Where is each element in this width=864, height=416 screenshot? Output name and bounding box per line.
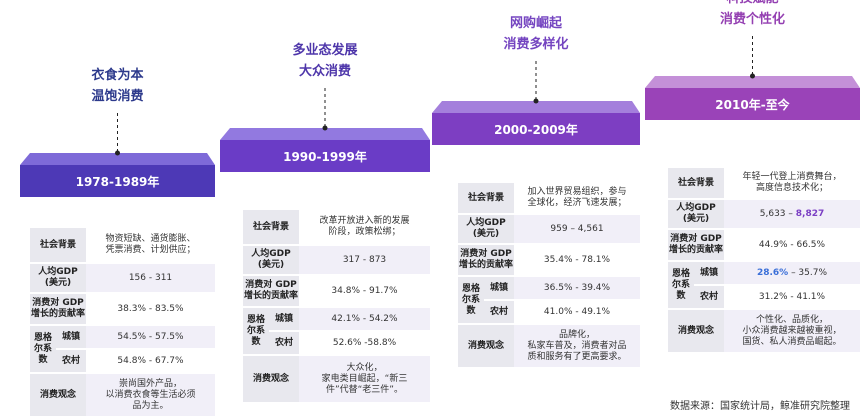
row-label: 农村 (694, 286, 724, 308)
data-table: 社会背景 物资短缺、通货膨胀、 凭票消费、计划供应； 人均GDP (美元) 156 -… (30, 228, 215, 416)
stage-title: 网购崛起 消费多样化 (503, 16, 569, 52)
data-table: 社会背景 年轻一代登上消费舞台， 高度信息技术化； 人均GDP (美元) 5,633 … (668, 168, 860, 352)
step-front (432, 113, 640, 145)
cell-value: 5,633 – 8,827 (724, 200, 860, 228)
row-label: 城镇 (694, 262, 724, 284)
cell-value: 959 – 4,561 (514, 215, 640, 243)
row-label: 消费对 GDP 增长的贡献率 (458, 245, 514, 275)
cell-value: 38.3% - 83.5% (117, 303, 184, 314)
row-label: 城镇 (484, 277, 514, 299)
row-label: 农村 (56, 350, 86, 372)
row-label: 消费观念 (243, 356, 299, 402)
cell-value: 52.6% -58.8% (332, 337, 397, 348)
row-label: 农村 (269, 332, 299, 354)
stage-period: 1978-1989年 (75, 175, 160, 189)
cell-value: 42.1% - 54.2% (299, 308, 430, 330)
value-part: 8,827 (795, 208, 825, 219)
cell-value: 改革开放进入新的发展 阶段，政策松绑； (319, 216, 410, 237)
cell-value: 35.4% - 78.1% (543, 254, 611, 265)
cell-value: 年轻一代登上消费舞台， 高度信息技术化； (742, 172, 842, 193)
cell-value: 品牌化， 私家车普及，消费者对品 质和服务有了更高要求。 (514, 325, 640, 367)
row-label: 人均GDP (美元) (668, 200, 724, 228)
cell-value: 崇尚国外产品， 以消费衣食等生活必须 品为主。 (86, 374, 215, 416)
row-label: 社会背景 (243, 210, 299, 244)
row-label: 消费对 GDP 增长的贡献率 (243, 276, 299, 306)
step-front (20, 165, 215, 197)
cell-value: 28.6% – 35.7% (724, 262, 860, 284)
row-label: 人均GDP (美元) (30, 264, 86, 292)
row-label: 消费观念 (30, 374, 86, 416)
data-table: 社会背景 加入世界贸易组织，参与 全球化，经济飞速发展； 人均GDP (美元) 959… (458, 183, 640, 367)
row-label: 人均GDP (美元) (458, 215, 514, 243)
row-label: 社会背景 (458, 183, 514, 213)
cell-value: 41.0% - 49.1% (543, 306, 611, 317)
step-top (432, 101, 640, 113)
cell-value: 34.8% - 91.7% (331, 285, 398, 296)
connector-dot (533, 98, 539, 104)
row-label: 人均GDP (美元) (243, 246, 299, 274)
stage-title: 科技赋能 消费个性化 (719, 0, 785, 27)
cell-value: 317 - 873 (299, 246, 430, 274)
row-label: 消费对 GDP 增长的贡献率 (668, 230, 724, 260)
step-top (645, 76, 860, 88)
cell-value: 个性化、品质化， 小众消费越来越被重视， 国货、私人消费品崛起。 (724, 310, 860, 352)
stage-period: 2000-2009年 (494, 123, 578, 137)
connector-dot (750, 73, 755, 79)
cell-value: 156 - 311 (86, 264, 215, 292)
row-label: 城镇 (269, 308, 299, 330)
stage-period: 2010年-至今 (715, 98, 790, 112)
cell-value: 31.2% - 41.1% (758, 291, 826, 302)
row-label: 消费观念 (668, 310, 724, 352)
row-label: 城镇 (56, 326, 86, 348)
cell-value: 大众化， 家电类目崛起，“新三 件”代替“老三件”。 (299, 356, 430, 402)
cell-value: 36.5% - 39.4% (514, 277, 640, 299)
row-label: 农村 (484, 301, 514, 323)
stage-title: 衣食为本 温饱消费 (91, 68, 144, 104)
row-label: 消费观念 (458, 325, 514, 367)
row-label: 恩格 尔系 数 (30, 326, 56, 372)
data-table: 社会背景 改革开放进入新的发展 阶段，政策松绑； 人均GDP (美元) 317 - 8… (243, 210, 430, 402)
value-part: – 35.7% (788, 267, 828, 278)
value-part: 5,633 – (759, 208, 796, 219)
step-front (220, 140, 430, 172)
row-label: 社会背景 (668, 168, 724, 198)
connector-dot (115, 150, 120, 156)
row-label: 恩格 尔系 数 (243, 308, 269, 354)
row-label: 恩格 尔系 数 (668, 262, 694, 308)
cell-value: 54.8% - 67.7% (117, 355, 184, 366)
cell-value: 物资短缺、通货膨胀、 凭票消费、计划供应； (105, 234, 196, 255)
step-front (645, 88, 860, 120)
stage-period: 1990-1999年 (283, 150, 367, 164)
row-label: 消费对 GDP 增长的贡献率 (30, 294, 86, 324)
cell-value: 加入世界贸易组织，参与 全球化，经济飞速发展； (527, 187, 627, 208)
row-label: 恩格 尔系 数 (458, 277, 484, 323)
stage-title: 多业态发展 大众消费 (292, 43, 358, 79)
cell-value: 54.5% - 57.5% (86, 326, 215, 348)
row-label: 社会背景 (30, 228, 86, 262)
value-part: 28.6% (756, 267, 789, 278)
step-top (20, 153, 215, 165)
source-note: 数据来源：国家统计局，鲸准研究院整理 (670, 401, 850, 412)
cell-value: 44.9% - 66.5% (758, 239, 826, 250)
step-top (220, 128, 430, 140)
connector-dot (322, 125, 328, 131)
